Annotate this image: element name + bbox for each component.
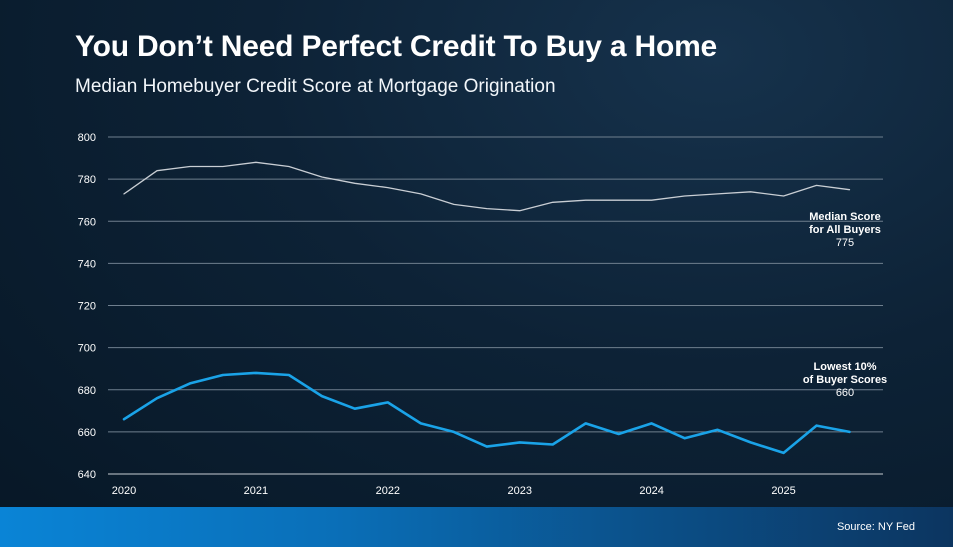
source-note: Source: NY Fed [836,521,915,533]
series-value-label: 775 [836,237,854,249]
y-tick-label: 760 [78,216,96,228]
y-tick-label: 780 [78,174,96,186]
series-label-line: for All Buyers [809,224,881,236]
median-score-line [123,161,851,212]
x-tick-label: 2020 [112,485,136,497]
y-tick-label: 720 [78,301,96,313]
lowest-10-line [122,371,851,455]
x-tick-label: 2024 [639,485,663,497]
y-tick-label: 740 [78,258,96,270]
chart-subtitle: Median Homebuyer Credit Score at Mortgag… [75,76,556,97]
series-label-line: Median Score [809,211,881,223]
series-lines [122,161,851,455]
y-tick-label: 800 [78,132,96,144]
x-axis-ticks: 2020 2021 2022 2023 2024 2025 [112,485,796,497]
y-axis-ticks: 640 660 680 700 720 740 760 780 800 [78,132,96,481]
y-tick-label: 660 [78,427,96,439]
series-label-line: of Buyer Scores [803,374,887,386]
x-tick-label: 2025 [771,485,795,497]
footer-bar: Source: NY Fed [0,507,953,547]
y-tick-label: 700 [78,343,96,355]
x-tick-label: 2022 [376,485,400,497]
chart-title: You Don’t Need Perfect Credit To Buy a H… [75,30,718,63]
y-tick-label: 640 [78,469,96,481]
gridlines [108,136,883,475]
series-value-label: 660 [836,387,854,399]
series-label-line: Lowest 10% [814,361,877,373]
y-tick-label: 680 [78,385,96,397]
x-tick-label: 2023 [507,485,531,497]
x-tick-label: 2021 [244,485,268,497]
